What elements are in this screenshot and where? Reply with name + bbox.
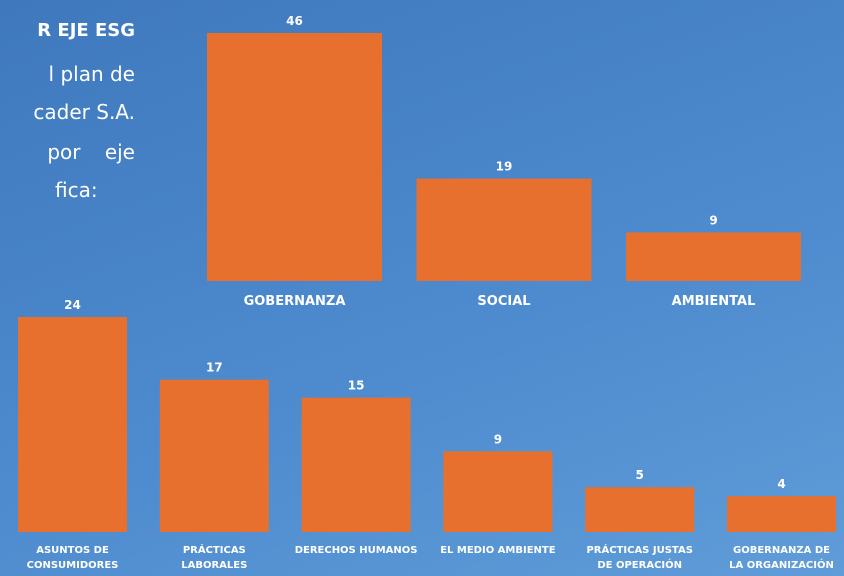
- bar: [727, 496, 836, 532]
- category-label: GOBERNANZA DE LA ORGANIZACIÓN: [729, 545, 834, 571]
- bar: [207, 33, 382, 281]
- bar: [416, 178, 592, 281]
- value-label: 46: [286, 14, 303, 28]
- category-label: PRÁCTICAS LABORALES: [181, 545, 248, 571]
- category-label: GOBERNANZA: [243, 294, 346, 309]
- category-label: SOCIAL: [477, 294, 531, 309]
- bar: [301, 397, 411, 532]
- text-line: cader S.A.: [33, 100, 135, 124]
- value-label: 15: [348, 379, 365, 393]
- text-line: fica:: [55, 178, 98, 202]
- value-label: 9: [709, 213, 717, 227]
- bar: [626, 232, 801, 281]
- category-label: PRÁCTICAS JUSTAS DE OPERACIÓN: [586, 545, 693, 571]
- value-label: 19: [496, 160, 513, 174]
- bar: [585, 487, 695, 532]
- bar: [443, 451, 553, 532]
- value-label: 9: [494, 432, 502, 446]
- text-line: l plan de: [48, 62, 135, 86]
- value-label: 4: [777, 477, 785, 491]
- bar: [159, 379, 269, 532]
- category-label: AMBIENTAL: [671, 294, 756, 309]
- text-line: por eje: [47, 140, 135, 164]
- category-label: EL MEDIO AMBIENTE: [440, 545, 556, 556]
- bar: [18, 317, 127, 532]
- value-label: 24: [64, 298, 81, 312]
- value-label: 5: [636, 468, 644, 482]
- category-label: DERECHOS HUMANOS: [294, 545, 418, 556]
- value-label: 17: [206, 361, 223, 375]
- heading: R EJE ESG: [37, 20, 135, 41]
- category-label: ASUNTOS DE CONSUMIDORES: [26, 545, 119, 571]
